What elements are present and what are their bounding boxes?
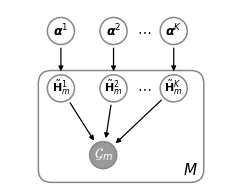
Circle shape (47, 75, 74, 102)
Text: $M$: $M$ (183, 162, 198, 178)
Text: $\cdots$: $\cdots$ (137, 81, 152, 95)
Text: $\tilde{\mathbf{H}}_{m}^{1}$: $\tilde{\mathbf{H}}_{m}^{1}$ (52, 79, 70, 98)
Text: $\cdots$: $\cdots$ (137, 24, 152, 38)
Text: $\boldsymbol{\alpha}^{1}$: $\boldsymbol{\alpha}^{1}$ (53, 23, 69, 39)
Circle shape (100, 75, 127, 102)
Circle shape (90, 142, 117, 169)
Circle shape (100, 17, 127, 45)
Text: $\mathcal{G}_{m}$: $\mathcal{G}_{m}$ (94, 147, 113, 163)
FancyBboxPatch shape (38, 70, 204, 182)
Circle shape (160, 75, 187, 102)
Text: $\tilde{\mathbf{H}}_{m}^{2}$: $\tilde{\mathbf{H}}_{m}^{2}$ (104, 79, 123, 98)
Text: $\boldsymbol{\alpha}^{K}$: $\boldsymbol{\alpha}^{K}$ (165, 23, 182, 39)
Text: $\boldsymbol{\alpha}^{2}$: $\boldsymbol{\alpha}^{2}$ (106, 23, 121, 39)
Circle shape (47, 17, 74, 45)
Text: $\tilde{\mathbf{H}}_{m}^{K}$: $\tilde{\mathbf{H}}_{m}^{K}$ (164, 79, 183, 98)
Circle shape (160, 17, 187, 45)
